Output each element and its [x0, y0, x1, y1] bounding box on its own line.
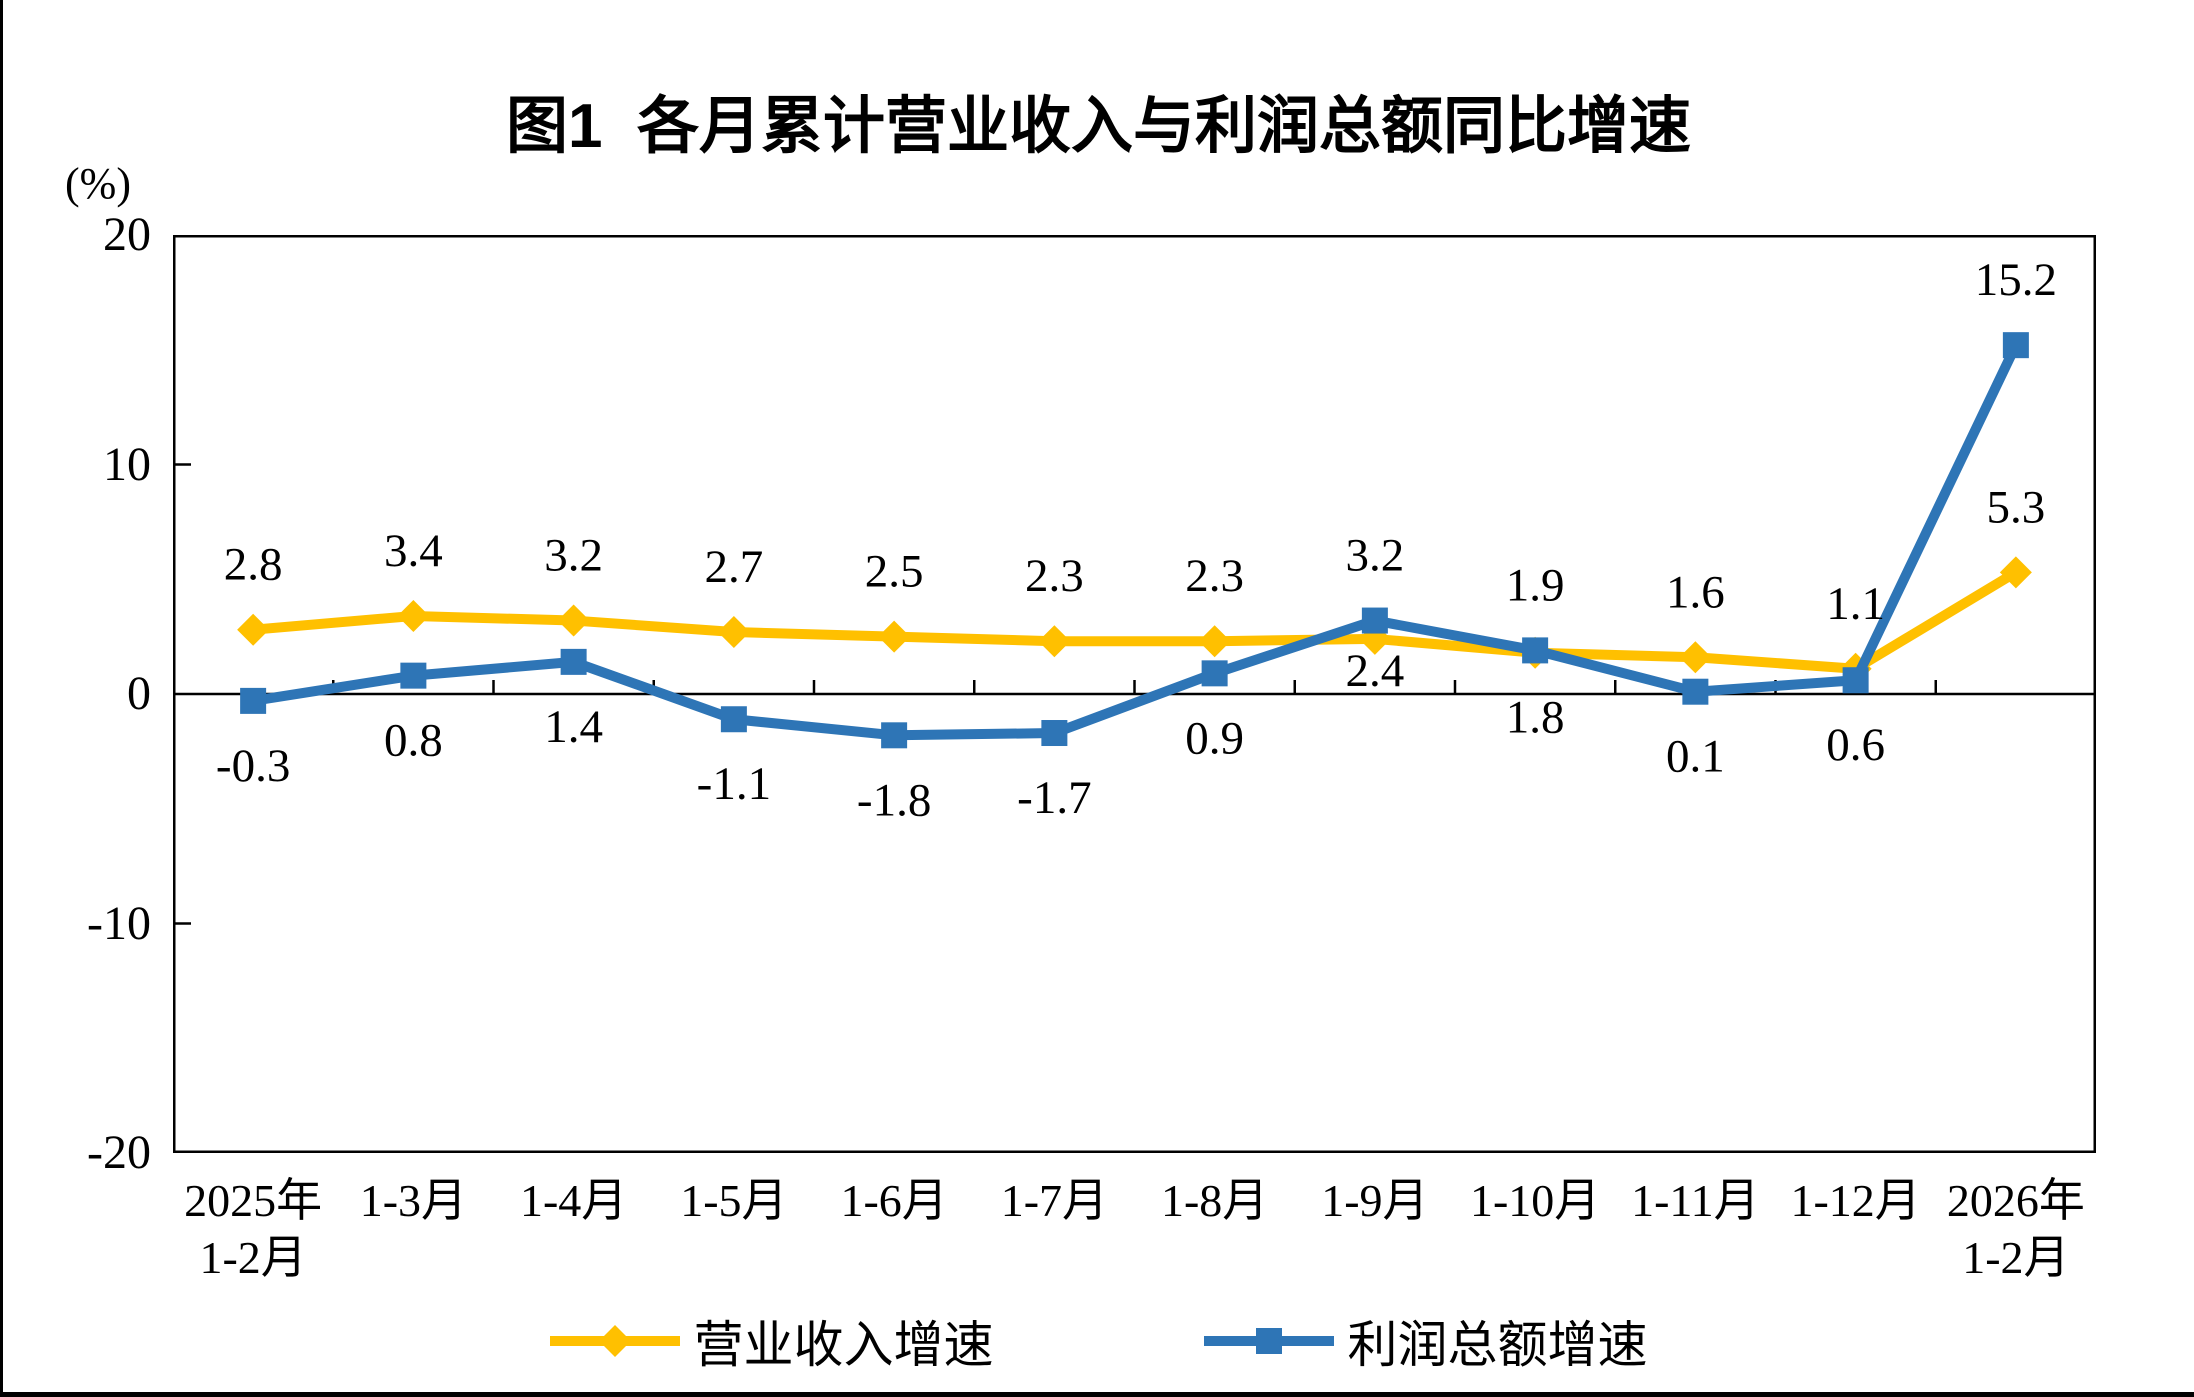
x-tick-label: 1-12月	[1790, 1175, 1921, 1226]
data-label-营业收入增速: 5.3	[1987, 481, 2046, 533]
series-line-营业收入增速	[252, 568, 2019, 674]
data-point-marker-利润总额增速	[560, 648, 587, 675]
data-label-利润总额增速: 0.9	[1185, 712, 1244, 764]
data-point-marker-营业收入增速	[878, 620, 911, 653]
y-tick-label: 10	[103, 437, 151, 491]
x-tick-label: 1-9月	[1321, 1175, 1429, 1226]
y-tick-label: 20	[103, 208, 151, 261]
legend-item-profit: 利润总额增速	[1203, 1305, 1648, 1377]
data-point-marker-营业收入增速	[557, 604, 590, 637]
profit-series-legend-marker	[1203, 1328, 1334, 1354]
data-point-marker-营业收入增速	[237, 613, 270, 646]
x-tick-label: 1-10月	[1469, 1175, 1601, 1226]
y-tick-label: -10	[87, 896, 151, 950]
data-point-marker-利润总额增速	[400, 662, 427, 689]
data-label-营业收入增速: 1.8	[1506, 692, 1565, 744]
data-label-利润总额增速: -0.3	[216, 740, 290, 792]
data-point-marker-营业收入增速	[1198, 625, 1231, 658]
data-point-marker-利润总额增速	[1842, 667, 1869, 694]
data-point-marker-利润总额增速	[2002, 332, 2029, 359]
data-point-marker-利润总额增速	[1201, 660, 1228, 687]
y-axis-unit-label: (%)	[65, 159, 131, 208]
legend-item-revenue: 营业收入增速	[549, 1305, 994, 1377]
data-label-利润总额增速: 1.9	[1506, 559, 1565, 611]
data-label-利润总额增速: 15.2	[1975, 254, 2057, 306]
chart-legend: 营业收入增速 利润总额增速	[3, 1305, 2194, 1377]
x-tick-label: 1-11月	[1631, 1175, 1760, 1226]
data-label-利润总额增速: -1.8	[857, 774, 931, 826]
plot-area: 2.8 3.4 3.2 2.7 2.5 2.3 2.3 2.4 1.8 1.6 1.1 5.3 -0.3…	[173, 235, 2096, 1153]
data-label-营业收入增速: 3.4	[384, 525, 443, 577]
chart-title: 图1 各月累计营业收入与利润总额同比增速	[506, 92, 1691, 161]
data-point-marker-利润总额增速	[1041, 720, 1068, 747]
data-label-营业收入增速: 2.3	[1025, 550, 1084, 602]
data-label-营业收入增速: 1.6	[1666, 566, 1725, 618]
data-label-利润总额增速: 1.4	[544, 701, 603, 753]
y-tick-label: 0	[127, 667, 151, 720]
data-point-marker-利润总额增速	[1361, 607, 1388, 634]
data-point-marker-营业收入增速	[1038, 625, 1071, 658]
data-label-营业收入增速: 2.3	[1185, 550, 1244, 602]
legend-label-profit: 利润总额增速	[1347, 1317, 1648, 1373]
data-point-marker-利润总额增速	[881, 722, 908, 749]
data-label-营业收入增速: 3.2	[544, 530, 603, 582]
chart-canvas: 2.8 3.4 3.2 2.7 2.5 2.3 2.3 2.4 1.8 1.6 1.1 5.3 -0.3…	[173, 235, 2096, 1153]
data-label-营业收入增速: 1.1	[1826, 578, 1885, 630]
data-label-利润总额增速: 0.6	[1826, 719, 1885, 771]
data-label-利润总额增速: 0.8	[384, 715, 443, 767]
data-point-marker-利润总额增速	[1522, 637, 1549, 664]
data-label-利润总额增速: -1.1	[697, 758, 771, 810]
x-tick-label: 1-5月	[680, 1175, 788, 1226]
x-tick-label: 1-3月	[359, 1175, 468, 1226]
data-label-营业收入增速: 2.4	[1346, 645, 1405, 697]
legend-label-revenue: 营业收入增速	[693, 1317, 994, 1373]
x-tick-label: 1-7月	[1000, 1175, 1109, 1226]
data-point-marker-营业收入增速	[397, 599, 430, 632]
revenue-series-legend-marker	[549, 1325, 680, 1357]
data-point-marker-营业收入增速	[1679, 641, 1712, 674]
x-tick-label: 2026年 1-2月	[1946, 1175, 2085, 1283]
data-point-marker-利润总额增速	[1682, 678, 1709, 705]
data-label-利润总额增速: -1.7	[1017, 772, 1091, 824]
y-tick-label: -20	[87, 1126, 151, 1179]
x-tick-label: 1-4月	[519, 1175, 628, 1226]
data-label-营业收入增速: 2.8	[224, 539, 283, 591]
data-label-营业收入增速: 2.7	[705, 541, 764, 593]
data-point-marker-营业收入增速	[1999, 556, 2032, 589]
series-line-利润总额增速	[252, 343, 2021, 741]
data-label-利润总额增速: 0.1	[1666, 731, 1725, 783]
data-label-利润总额增速: 3.2	[1346, 530, 1405, 582]
data-point-marker-营业收入增速	[717, 616, 750, 649]
data-label-营业收入增速: 2.5	[865, 546, 924, 598]
data-point-marker-利润总额增速	[240, 687, 267, 714]
x-tick-label: 1-8月	[1160, 1175, 1269, 1226]
x-tick-label: 1-6月	[840, 1175, 948, 1226]
data-point-marker-利润总额增速	[720, 706, 747, 733]
x-tick-label: 2025年 1-2月	[184, 1175, 323, 1283]
